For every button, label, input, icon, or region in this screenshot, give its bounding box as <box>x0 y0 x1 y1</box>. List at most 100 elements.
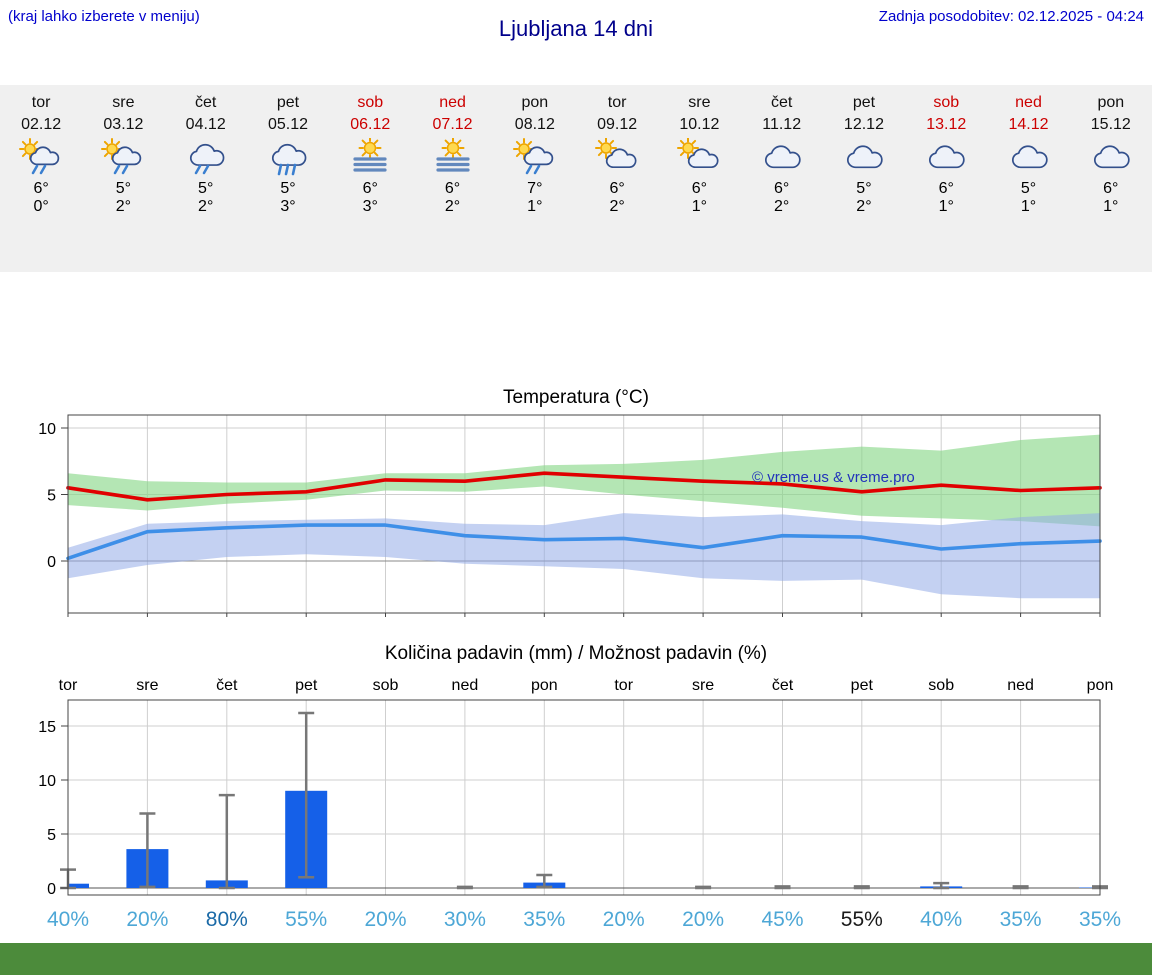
precip-probability-label: 30% <box>444 908 486 931</box>
watermark-link[interactable]: © vreme.us & vreme.pro <box>752 469 915 486</box>
high-temperature: 6° <box>609 180 625 197</box>
day-date: 14.12 <box>1008 116 1049 133</box>
day-name: čet <box>771 94 793 111</box>
precip-probability-label: 35% <box>1079 908 1121 931</box>
day-name: ned <box>439 94 466 111</box>
precip-probability-label: 20% <box>364 908 406 931</box>
weather-icon-wrap <box>1005 138 1053 180</box>
weather-icon-wrap <box>593 137 641 180</box>
precip-day-label: sob <box>928 677 954 694</box>
precip-day-label: čet <box>216 677 238 694</box>
precip-day-label: sob <box>373 677 399 694</box>
day-date: 06.12 <box>350 116 391 133</box>
footer-bar <box>0 943 1152 975</box>
day-name: pet <box>276 94 300 111</box>
forecast-day-column: pon 08.12 7° 1° <box>494 85 576 272</box>
page-title: Ljubljana 14 dni <box>498 16 654 41</box>
weather-icon-wrap <box>922 138 970 180</box>
precip-day-label: čet <box>772 677 794 694</box>
forecast-day-column: pet 05.12 5° 3° <box>247 85 329 272</box>
y-tick-label: 15 <box>38 719 56 736</box>
min-range-band <box>68 513 1100 599</box>
y-tick-label: 10 <box>38 773 56 790</box>
day-date: 05.12 <box>267 116 308 133</box>
precip-day-label: pet <box>295 677 318 694</box>
precipitation-chart: tor sre čet pet sob ned pon tor sre čet pet sob ned p… <box>38 677 1121 931</box>
cloud-icon <box>846 145 883 169</box>
day-name: čet <box>195 94 217 111</box>
day-date: 02.12 <box>21 116 62 133</box>
max-temperature-line <box>66 471 1102 502</box>
high-temperature: 6° <box>362 180 378 197</box>
precip-probability-label: 40% <box>920 908 962 931</box>
forecast-day-column: čet 04.12 5° 2° <box>165 85 247 272</box>
weather-icon-wrap <box>1087 138 1135 180</box>
low-temperature: 2° <box>856 198 872 215</box>
y-tick-label: 10 <box>38 421 56 438</box>
day-date: 11.12 <box>762 116 802 133</box>
precipitation-bar <box>1079 887 1100 888</box>
day-date: 04.12 <box>185 116 226 133</box>
low-temperature: 1° <box>691 198 708 215</box>
sun-cloud-rain-icon <box>19 138 60 175</box>
day-name: sob <box>357 94 384 111</box>
weather-icon-wrap <box>758 138 806 180</box>
y-tick-label: 5 <box>47 827 56 844</box>
low-temperature: 2° <box>774 198 790 215</box>
menu-hint-link[interactable]: (kraj lahko izberete v meniju) <box>8 8 200 25</box>
weather-icon-wrap <box>264 138 312 180</box>
precip-probability-label: 80% <box>206 908 248 931</box>
day-date: 10.12 <box>679 116 720 133</box>
precip-day-label: sre <box>136 677 158 694</box>
cloud-icon <box>1093 145 1130 169</box>
low-temperature: 3° <box>362 198 378 215</box>
day-date: 15.12 <box>1090 116 1131 133</box>
day-name: pon <box>1097 94 1125 111</box>
day-date: 08.12 <box>514 116 555 133</box>
high-temperature: 6° <box>691 180 708 197</box>
low-temperature: 1° <box>527 198 543 215</box>
day-name: sre <box>112 94 135 111</box>
sun-fog-icon <box>435 136 470 172</box>
weather-icon-wrap <box>99 138 147 180</box>
weather-icon-wrap <box>840 138 888 180</box>
day-name: pon <box>521 94 549 111</box>
min-temperature-line <box>66 523 1102 561</box>
low-temperature: 1° <box>938 198 954 215</box>
forecast-day-column: sob 13.12 6° 1° <box>905 85 987 272</box>
forecast-day-column: sre 03.12 5° 2° <box>82 85 164 272</box>
day-name: tor <box>31 94 51 111</box>
weather-icon-wrap <box>17 138 65 180</box>
precip-day-label: ned <box>1007 677 1034 694</box>
high-temperature: 5° <box>856 180 872 197</box>
forecast-day-column: pon 15.12 6° 1° <box>1070 85 1152 272</box>
sun-cloud-icon <box>595 137 637 169</box>
forecast-day-column: pet 12.12 5° 2° <box>823 85 905 272</box>
forecast-day-column: čet 11.12 6° 2° <box>741 85 823 272</box>
precip-day-label: tor <box>614 677 633 694</box>
low-temperature: 2° <box>115 198 132 215</box>
low-temperature: 2° <box>609 198 625 215</box>
forecast-strip: tor 02.12 6° 0° sre 03.12 5° 2° čet 04.12 5° 2° pet 0… <box>0 85 1152 272</box>
precip-probability-label: 20% <box>682 908 724 931</box>
precip-day-label: pet <box>851 677 874 694</box>
forecast-day-column: sre 10.12 6° 1° <box>658 85 740 272</box>
day-date: 13.12 <box>926 116 967 133</box>
weather-icon-wrap <box>182 138 230 180</box>
max-range-band <box>68 434 1100 527</box>
day-name: sob <box>933 94 960 111</box>
cloud-heavy-rain-icon <box>271 143 307 176</box>
day-name: sre <box>688 94 711 111</box>
day-date: 03.12 <box>103 116 144 133</box>
weather-icon-wrap <box>346 136 394 180</box>
day-name: tor <box>607 94 627 111</box>
low-temperature: 0° <box>33 198 49 215</box>
weather-icon-wrap <box>511 138 559 180</box>
forecast-day-column: tor 02.12 6° 0° <box>0 85 82 272</box>
high-temperature: 7° <box>527 180 543 197</box>
day-name: ned <box>1015 94 1042 111</box>
precip-probability-label: 35% <box>1000 908 1042 931</box>
high-temperature: 6° <box>938 180 954 197</box>
cloud-rain-icon <box>189 143 225 175</box>
